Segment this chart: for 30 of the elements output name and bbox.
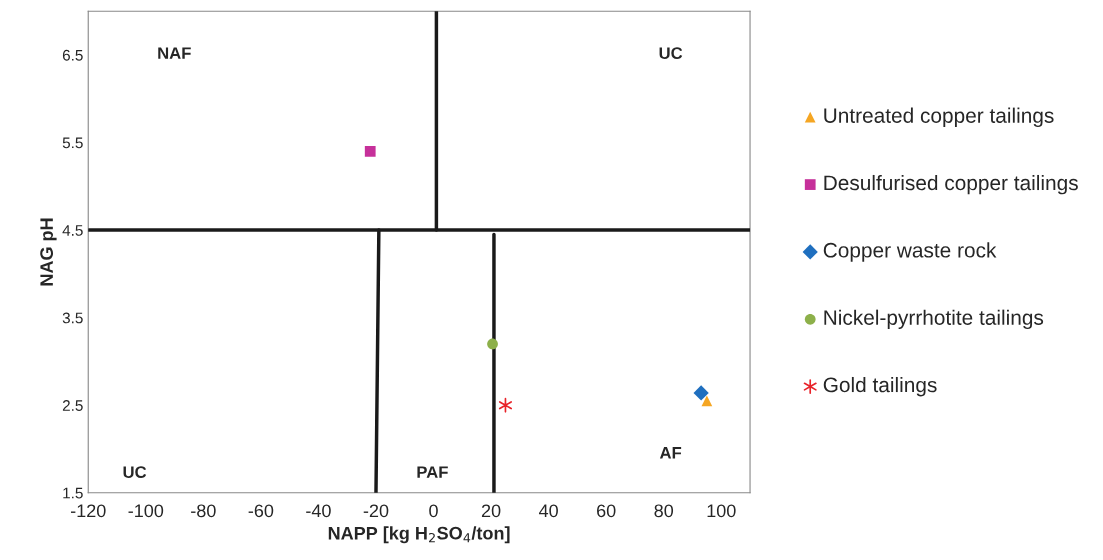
y-tick-label: 1.5 bbox=[63, 487, 83, 499]
x-tick-label: -60 bbox=[248, 504, 274, 518]
x-tick-label: -20 bbox=[363, 504, 389, 518]
x-axis-title: NAPP [kg H$_{2}$SO$_{4}$/ton] bbox=[328, 526, 510, 544]
x-tick-label: 60 bbox=[597, 504, 616, 518]
annotation: UC bbox=[659, 47, 683, 60]
legend-label: Copper waste rock bbox=[823, 242, 997, 262]
x-tick-label: -40 bbox=[306, 504, 331, 518]
x-tick-label: -80 bbox=[191, 504, 216, 518]
y-tick-label: 4.5 bbox=[62, 225, 83, 236]
legend-label: Desulfurised copper tailings bbox=[824, 174, 1078, 195]
legend-label: Gold tailings bbox=[823, 376, 937, 397]
y-tick-label: 6.5 bbox=[62, 49, 83, 61]
x-tick-label: 0 bbox=[429, 504, 438, 518]
annotation: AF bbox=[659, 447, 682, 459]
y-tick-label: 5.5 bbox=[62, 137, 83, 149]
y-tick-label: 2.5 bbox=[62, 400, 83, 411]
x-tick-label: -120 bbox=[70, 504, 106, 518]
x-tick-label: 100 bbox=[707, 504, 736, 518]
legend-label: Untreated copper tailings bbox=[824, 107, 1054, 128]
y-tick-label: 3.5 bbox=[62, 312, 83, 324]
x-tick-label: 80 bbox=[654, 504, 674, 518]
y-axis-title: NAG pH bbox=[40, 218, 57, 286]
x-tick-label: -100 bbox=[128, 504, 164, 518]
x-tick-label: 40 bbox=[539, 504, 558, 518]
annotation: PAF bbox=[417, 466, 448, 478]
x-tick-label: 20 bbox=[481, 504, 501, 518]
legend-label: Nickel-pyrrhotite tailings bbox=[824, 309, 1044, 330]
annotation: UC bbox=[123, 466, 147, 479]
annotation: NAF bbox=[158, 47, 191, 59]
